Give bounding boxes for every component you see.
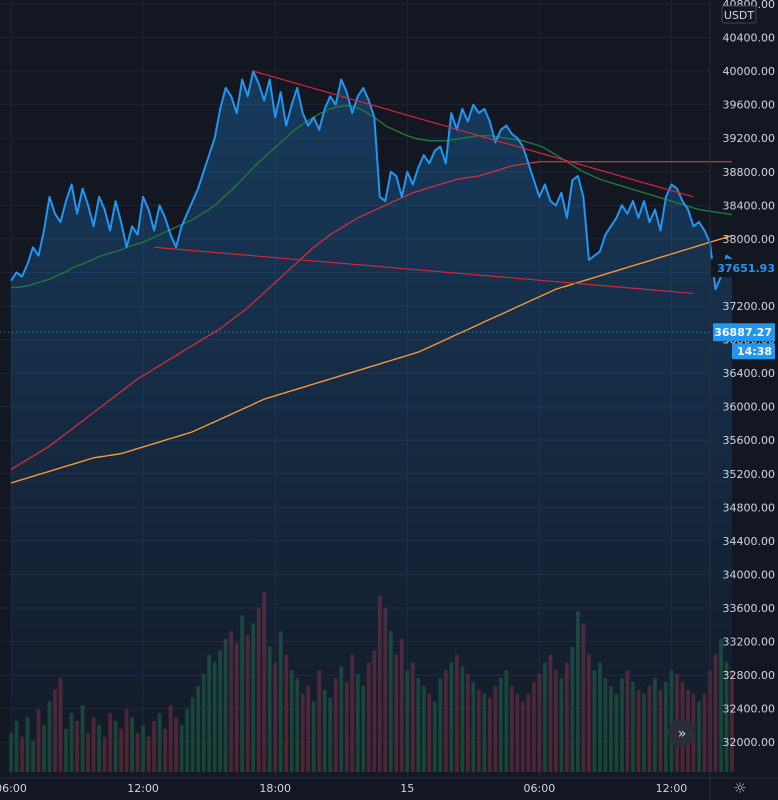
y-tick-label: 35200.00 — [723, 468, 776, 481]
y-tick-label: 39200.00 — [723, 132, 776, 145]
price-area-fill — [11, 71, 732, 779]
y-tick-label: 38000.00 — [723, 233, 776, 246]
y-tick-label: 32400.00 — [723, 703, 776, 716]
chart-settings-button[interactable]: ☼ — [733, 779, 746, 797]
y-tick-label: 35600.00 — [723, 434, 776, 447]
x-tick-label: 12:00 — [127, 782, 159, 795]
x-tick-label: 12:00 — [656, 782, 688, 795]
series-line-ma-short — [11, 104, 733, 289]
x-tick-label: 18:00 — [259, 782, 291, 795]
scroll-to-realtime-button[interactable]: » — [668, 719, 696, 747]
time-axis: 06:00 12:00 18:00 15 06:00 12:00 — [0, 777, 778, 795]
y-tick-label: 38800.00 — [723, 166, 776, 179]
y-tick-label: 34400.00 — [723, 535, 776, 548]
x-tick-label: 06:00 — [0, 782, 27, 795]
trendline — [253, 70, 694, 198]
mark-time-tag-bg — [732, 343, 775, 360]
y-tick-label: 39600.00 — [723, 99, 776, 112]
y-tick-label: 36400.00 — [723, 367, 776, 380]
mark-price-tag-bg — [713, 323, 775, 342]
y-tick-label: 32000.00 — [723, 736, 776, 749]
trendline — [154, 246, 694, 295]
series-line-ma-medium — [10, 161, 732, 471]
series-lines — [10, 70, 733, 484]
y-tick-label: 40400.00 — [723, 32, 776, 45]
price-tags: 37651.93 36887.27 14:38 — [0, 259, 777, 360]
series-line-ma-long — [10, 234, 733, 484]
last-price-tag-bg — [711, 259, 777, 278]
double-chevron-right-icon: » — [678, 726, 687, 742]
price-area — [11, 71, 732, 779]
series-line-price — [10, 70, 733, 291]
y-tick-label: 33200.00 — [723, 636, 776, 649]
y-tick-label: 37200.00 — [723, 300, 776, 313]
y-tick-label: 34000.00 — [723, 568, 776, 581]
mark-time-tag: 14:38 — [737, 345, 772, 358]
trendlines — [154, 70, 694, 295]
y-tick-label: 40000.00 — [723, 65, 776, 78]
x-tick-label: 06:00 — [524, 782, 556, 795]
y-tick-label: 36000.00 — [723, 401, 776, 414]
currency-label: USDT — [724, 9, 755, 22]
y-tick-label: 32800.00 — [723, 669, 776, 682]
y-tick-label: 33600.00 — [723, 602, 776, 615]
gear-icon: ☼ — [733, 779, 746, 797]
y-tick-label: 34800.00 — [723, 501, 776, 514]
x-tick-label: 15 — [400, 782, 414, 795]
currency-badge[interactable] — [721, 5, 757, 24]
mark-price-tag: 36887.27 — [714, 326, 772, 339]
last-price-tag: 37651.93 — [717, 262, 775, 275]
y-tick-label: 38400.00 — [723, 199, 776, 212]
volume-bar — [730, 670, 734, 772]
